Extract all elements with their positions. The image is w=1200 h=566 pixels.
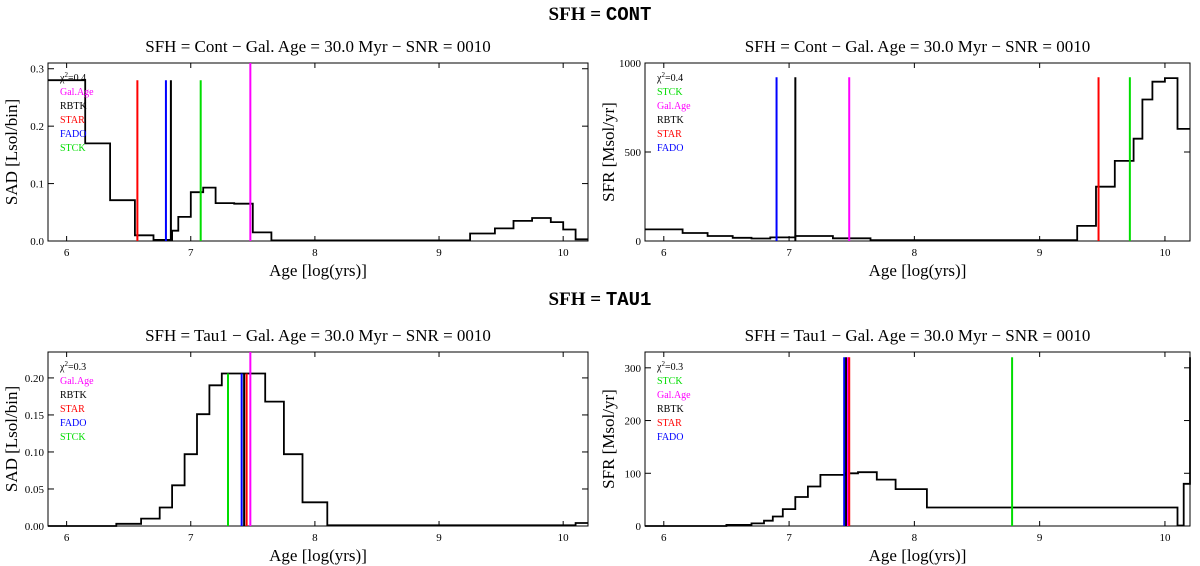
y-tick-label: 1000 [619, 58, 642, 70]
legend-item: STCK [657, 376, 683, 387]
chart-title: SFH = Tau1 − Gal. Age = 30.0 Myr − SNR =… [145, 326, 491, 345]
y-tick-label: 0.0 [30, 236, 44, 248]
chi2-label: χ2=0.4 [59, 71, 86, 84]
chart-title: SFH = Cont − Gal. Age = 30.0 Myr − SNR =… [145, 37, 490, 56]
x-tick-label: 9 [436, 532, 442, 544]
y-tick-label: 0 [636, 236, 642, 248]
y-axis-label: SAD [Lsol/bin] [2, 386, 21, 492]
y-tick-label: 300 [625, 363, 642, 375]
histogram-step [645, 77, 1190, 241]
x-tick-label: 6 [64, 532, 70, 544]
y-axis-label: SFR [Msol/yr] [599, 102, 618, 202]
chi2-label: χ2=0.4 [656, 71, 683, 84]
legend-item: FADO [60, 418, 86, 429]
histogram-step [48, 372, 588, 527]
legend-item: STCK [657, 87, 683, 98]
axes-frame [47, 351, 589, 527]
legend-item: RBTK [60, 101, 87, 112]
legend-item: FADO [657, 143, 683, 154]
x-tick-label: 7 [188, 247, 194, 259]
legend-item: STCK [60, 432, 86, 443]
y-tick-label: 0.20 [25, 373, 45, 385]
x-tick-label: 6 [64, 247, 70, 259]
y-tick-label: 0.15 [25, 410, 45, 422]
x-tick-label: 10 [558, 532, 570, 544]
legend-item: STAR [657, 418, 682, 429]
legend-item: Gal.Age [60, 87, 94, 98]
x-tick-label: 8 [312, 247, 318, 259]
x-tick-label: 8 [912, 247, 918, 259]
chart-title: SFH = Cont − Gal. Age = 30.0 Myr − SNR =… [745, 37, 1090, 56]
histogram-step [48, 79, 588, 242]
legend-item: STAR [60, 404, 85, 415]
x-tick-label: 10 [1159, 247, 1171, 259]
x-axis-label: Age [log(yrs)] [869, 546, 967, 565]
chi2-label: χ2=0.3 [656, 360, 683, 373]
legend-item: FADO [657, 432, 683, 443]
panel-cont-sfr: SFH = Cont − Gal. Age = 30.0 Myr − SNR =… [599, 37, 1191, 280]
chi2-label: χ2=0.3 [59, 360, 86, 373]
y-axis-label: SFR [Msol/yr] [599, 389, 618, 489]
legend-item: FADO [60, 129, 86, 140]
x-axis-label: Age [log(yrs)] [269, 546, 367, 565]
legend-item: RBTK [657, 404, 684, 415]
x-tick-label: 10 [1159, 532, 1171, 544]
y-tick-label: 0.05 [25, 484, 45, 496]
panel-tau1-sad: SFH = Tau1 − Gal. Age = 30.0 Myr − SNR =… [2, 326, 589, 565]
y-tick-label: 0.00 [25, 521, 45, 533]
legend-item: STCK [60, 143, 86, 154]
x-tick-label: 7 [188, 532, 194, 544]
x-tick-label: 9 [436, 247, 442, 259]
x-tick-label: 10 [558, 247, 570, 259]
y-tick-label: 100 [625, 468, 642, 480]
legend-item: Gal.Age [657, 390, 691, 401]
y-tick-label: 200 [625, 416, 642, 428]
legend-item: RBTK [657, 115, 684, 126]
axes-frame [47, 62, 589, 242]
x-tick-label: 9 [1037, 532, 1043, 544]
section-title-cont: SFH = CONT [549, 4, 652, 26]
x-axis-label: Age [log(yrs)] [869, 261, 967, 280]
legend-item: Gal.Age [657, 101, 691, 112]
x-axis-label: Age [log(yrs)] [269, 261, 367, 280]
y-tick-label: 0.2 [30, 121, 44, 133]
panel-tau1-sfr: SFH = Tau1 − Gal. Age = 30.0 Myr − SNR =… [599, 326, 1191, 565]
x-tick-label: 6 [661, 532, 667, 544]
axes-frame [644, 351, 1191, 527]
x-tick-label: 6 [661, 247, 667, 259]
chart-title: SFH = Tau1 − Gal. Age = 30.0 Myr − SNR =… [745, 326, 1091, 345]
y-tick-label: 0.1 [30, 179, 44, 191]
legend-item: Gal.Age [60, 376, 94, 387]
y-tick-label: 0.10 [25, 447, 45, 459]
legend-item: STAR [60, 115, 85, 126]
legend-item: STAR [657, 129, 682, 140]
panel-cont-sad: SFH = Cont − Gal. Age = 30.0 Myr − SNR =… [2, 37, 589, 280]
x-tick-label: 7 [786, 247, 792, 259]
axes-frame [644, 62, 1191, 242]
y-axis-label: SAD [Lsol/bin] [2, 99, 21, 205]
x-tick-label: 8 [912, 532, 918, 544]
x-tick-label: 7 [786, 532, 792, 544]
x-tick-label: 9 [1037, 247, 1043, 259]
y-tick-label: 0 [636, 521, 642, 533]
x-tick-label: 8 [312, 532, 318, 544]
y-tick-label: 0.3 [30, 64, 44, 76]
section-title-tau1: SFH = TAU1 [549, 289, 652, 311]
legend-item: RBTK [60, 390, 87, 401]
histogram-step [645, 357, 1191, 527]
y-tick-label: 500 [625, 147, 642, 159]
